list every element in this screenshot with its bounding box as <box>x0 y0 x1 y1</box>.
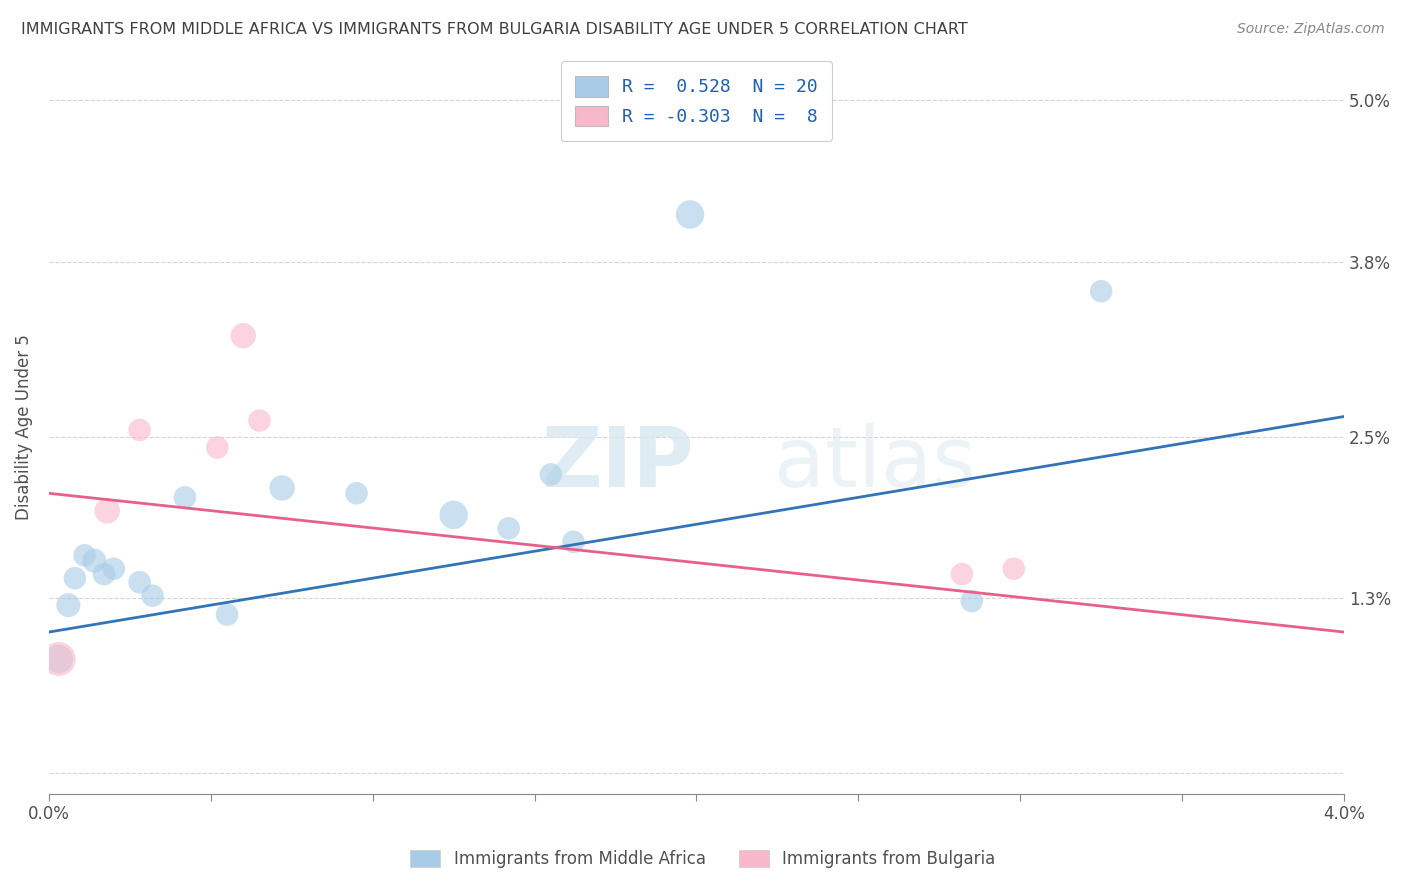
Point <box>540 467 562 482</box>
Point <box>498 521 520 535</box>
Point <box>103 562 125 576</box>
Point <box>1090 285 1112 299</box>
Point <box>128 423 150 437</box>
Text: Source: ZipAtlas.com: Source: ZipAtlas.com <box>1237 22 1385 37</box>
Point <box>215 607 238 622</box>
Point <box>96 504 118 518</box>
Point <box>48 652 70 666</box>
Point <box>271 481 294 495</box>
Y-axis label: Disability Age Under 5: Disability Age Under 5 <box>15 334 32 519</box>
Point <box>93 567 115 582</box>
Point <box>1002 562 1025 576</box>
Point <box>58 598 80 612</box>
Text: atlas: atlas <box>775 423 976 504</box>
Point <box>950 567 973 582</box>
Point <box>174 491 197 505</box>
Point <box>960 594 983 608</box>
Point <box>443 508 465 522</box>
Point <box>562 534 585 549</box>
Legend: Immigrants from Middle Africa, Immigrants from Bulgaria: Immigrants from Middle Africa, Immigrant… <box>404 843 1002 875</box>
Point <box>63 571 86 585</box>
Point <box>83 554 105 568</box>
Point <box>679 207 702 221</box>
Point <box>249 413 271 427</box>
Point <box>142 589 165 603</box>
Point <box>232 328 254 343</box>
Point <box>207 441 229 455</box>
Point <box>73 548 96 562</box>
Point <box>346 486 368 500</box>
Text: ZIP: ZIP <box>541 423 693 504</box>
Legend: R =  0.528  N = 20, R = -0.303  N =  8: R = 0.528 N = 20, R = -0.303 N = 8 <box>561 62 832 141</box>
Point <box>48 652 70 666</box>
Point <box>128 575 150 590</box>
Text: IMMIGRANTS FROM MIDDLE AFRICA VS IMMIGRANTS FROM BULGARIA DISABILITY AGE UNDER 5: IMMIGRANTS FROM MIDDLE AFRICA VS IMMIGRA… <box>21 22 967 37</box>
